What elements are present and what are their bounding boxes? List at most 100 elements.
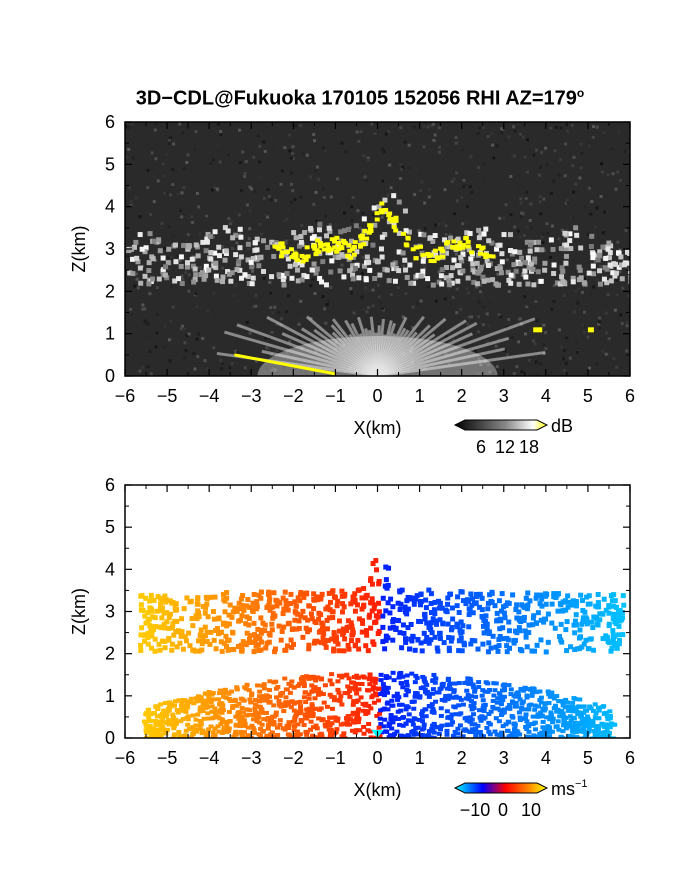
cloud-pixel [214, 277, 220, 283]
saturated-pixel [280, 250, 286, 255]
velocity-pixel [573, 612, 579, 618]
saturated-pixel [318, 244, 324, 249]
velocity-pixel [200, 709, 206, 714]
velocity-pixel [341, 721, 347, 726]
velocity-pixel [580, 607, 586, 613]
velocity-pixel [298, 704, 304, 709]
noise-speck [557, 173, 561, 177]
cloud-pixel [446, 277, 452, 283]
velocity-pixel [180, 646, 186, 652]
noise-speck [128, 315, 132, 319]
velocity-pixel [286, 681, 292, 686]
noise-speck [423, 262, 427, 266]
velocity-pixel [532, 703, 538, 708]
noise-speck [239, 188, 243, 192]
velocity-pixel [384, 690, 390, 695]
saturated-pixel [321, 247, 327, 252]
velocity-pixel [205, 705, 211, 710]
velocity-pixel [309, 711, 315, 716]
noise-speck [322, 195, 326, 199]
cloud-pixel [137, 265, 143, 271]
noise-speck [592, 285, 596, 289]
noise-speck [361, 211, 365, 215]
noise-speck [527, 358, 531, 362]
velocity-pixel [456, 712, 462, 717]
velocity-pixel [381, 685, 387, 690]
velocity-pixel [366, 703, 372, 708]
velocity-pixel [276, 701, 282, 706]
velocity-pixel [290, 626, 296, 632]
noise-speck [276, 145, 280, 149]
velocity-pixel [440, 684, 446, 689]
velocity-pixel [312, 685, 318, 690]
velocity-pixel [246, 604, 252, 610]
velocity-pixel [257, 636, 263, 642]
velocity-pixel [236, 600, 242, 606]
velocity-pixel [308, 719, 314, 724]
velocity-pixel [267, 679, 273, 684]
velocity-pixel [438, 706, 444, 711]
velocity-pixel [369, 600, 375, 606]
velocity-pixel [157, 720, 163, 725]
velocity-pixel [289, 699, 295, 704]
velocity-pixel [295, 722, 301, 727]
noise-speck [427, 195, 431, 199]
x-tick-label: −5 [157, 748, 178, 768]
velocity-pixel [496, 643, 502, 649]
velocity-pixel [351, 699, 357, 704]
noise-speck [314, 231, 318, 235]
velocity-pixel [475, 646, 481, 652]
title-text: 3D−CDL@Fukuoka 170105 152056 RHI AZ=179 [135, 87, 577, 110]
velocity-pixel [245, 597, 251, 603]
y-tick-label: 6 [105, 475, 115, 495]
noise-speck [227, 217, 231, 221]
velocity-pixel [410, 595, 416, 601]
noise-speck [296, 312, 300, 316]
noise-speck [167, 225, 171, 229]
velocity-pixel [601, 723, 607, 728]
noise-speck [449, 232, 453, 236]
cloud-pixel [608, 243, 614, 249]
velocity-pixel [324, 617, 330, 623]
velocity-pixel [564, 648, 570, 654]
noise-speck [491, 371, 495, 375]
velocity-pixel [558, 699, 564, 704]
velocity-pixel [331, 648, 337, 654]
velocity-pixel [523, 634, 529, 640]
noise-speck [530, 226, 534, 230]
velocity-pixel [354, 713, 360, 718]
velocity-pixel [464, 597, 470, 603]
velocity-pixel [525, 590, 531, 596]
velocity-pixel [559, 639, 565, 645]
velocity-pixel [500, 604, 506, 610]
cloud-pixel [316, 227, 322, 233]
velocity-pixel [352, 643, 358, 649]
velocity-pixel [186, 630, 192, 636]
velocity-pixel [503, 722, 509, 727]
noise-speck [423, 227, 427, 231]
cloud-pixel [499, 251, 505, 257]
noise-speck [183, 356, 187, 360]
velocity-pixel [233, 722, 239, 727]
velocity-pixel [466, 606, 472, 612]
velocity-pixel [390, 619, 396, 625]
noise-speck [209, 162, 213, 166]
cloud-pixel [336, 254, 342, 260]
velocity-pixel [349, 728, 355, 733]
velocity-pixel [468, 641, 474, 647]
velocity-pixel [335, 679, 341, 684]
noise-speck [264, 366, 268, 370]
velocity-pixel [356, 616, 362, 622]
noise-speck [315, 219, 319, 223]
velocity-pixel [526, 707, 532, 712]
cloud-pixel [295, 278, 301, 284]
cloud-pixel [404, 274, 410, 280]
velocity-pixel [522, 604, 528, 610]
velocity-pixel [153, 718, 159, 723]
velocity-pixel [241, 607, 247, 613]
noise-speck [273, 305, 277, 309]
noise-speck [151, 173, 155, 177]
velocity-pixel [197, 718, 203, 723]
velocity-pixel [569, 704, 575, 709]
velocity-pixel [483, 613, 489, 619]
